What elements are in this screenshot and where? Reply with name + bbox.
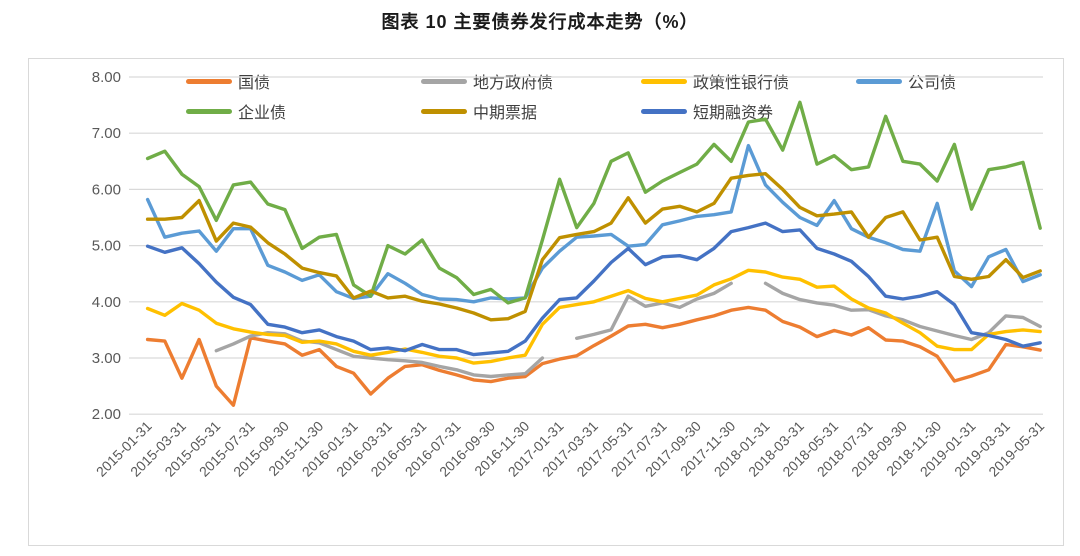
legend-item-地方政府债: 地方政府债 bbox=[421, 71, 554, 92]
legend-swatch-icon bbox=[641, 108, 687, 114]
legend-label: 企业债 bbox=[238, 105, 287, 122]
series-line-中期票据 bbox=[145, 172, 1042, 322]
legend-swatch-icon bbox=[186, 78, 232, 84]
series-line-国债 bbox=[145, 305, 1042, 407]
line-plot: 8.007.006.005.004.003.002.002015-01-3120… bbox=[92, 69, 1048, 480]
legend-label: 地方政府债 bbox=[473, 75, 554, 92]
legend-swatch-icon bbox=[186, 108, 232, 114]
legend-swatch-icon bbox=[641, 78, 687, 84]
y-tick-label: 4.00 bbox=[92, 294, 121, 311]
legend-item-公司债: 公司债 bbox=[856, 71, 957, 92]
series-line-政策性银行债 bbox=[145, 268, 1042, 365]
series-line-企业债 bbox=[145, 100, 1042, 305]
y-tick-label: 3.00 bbox=[92, 350, 121, 367]
legend-item-政策性银行债: 政策性银行债 bbox=[641, 71, 790, 92]
series-line-短期融资券 bbox=[145, 221, 1042, 357]
legend-label: 中期票据 bbox=[473, 105, 538, 122]
legend-label: 国债 bbox=[238, 75, 271, 92]
y-tick-label: 6.00 bbox=[92, 181, 121, 198]
y-tick-label: 5.00 bbox=[92, 238, 121, 255]
legend-item-中期票据: 中期票据 bbox=[421, 101, 538, 122]
legend-swatch-icon bbox=[856, 78, 902, 84]
series-line-公司债 bbox=[145, 143, 1042, 304]
legend-item-企业债: 企业债 bbox=[186, 101, 287, 122]
legend-label: 公司债 bbox=[908, 75, 957, 92]
legend-label: 短期融资券 bbox=[693, 105, 774, 122]
chart-container: 国债 地方政府债 政策性银行债 公司债企业债 中期票据 短期融资券 8.00 7.00 6.0… bbox=[28, 58, 1064, 546]
legend-item-国债: 国债 bbox=[186, 71, 271, 92]
y-tick-label: 2.00 bbox=[92, 406, 121, 423]
y-tick-label: 8.00 bbox=[92, 69, 121, 86]
chart-title: 图表 10 主要债券发行成本走势（%） bbox=[381, 12, 699, 32]
legend-item-短期融资券: 短期融资券 bbox=[641, 101, 774, 122]
legend-label: 政策性银行债 bbox=[693, 75, 790, 92]
y-tick-label: 7.00 bbox=[92, 125, 121, 142]
legend-swatch-icon bbox=[421, 78, 467, 84]
legend-swatch-icon bbox=[421, 108, 467, 114]
